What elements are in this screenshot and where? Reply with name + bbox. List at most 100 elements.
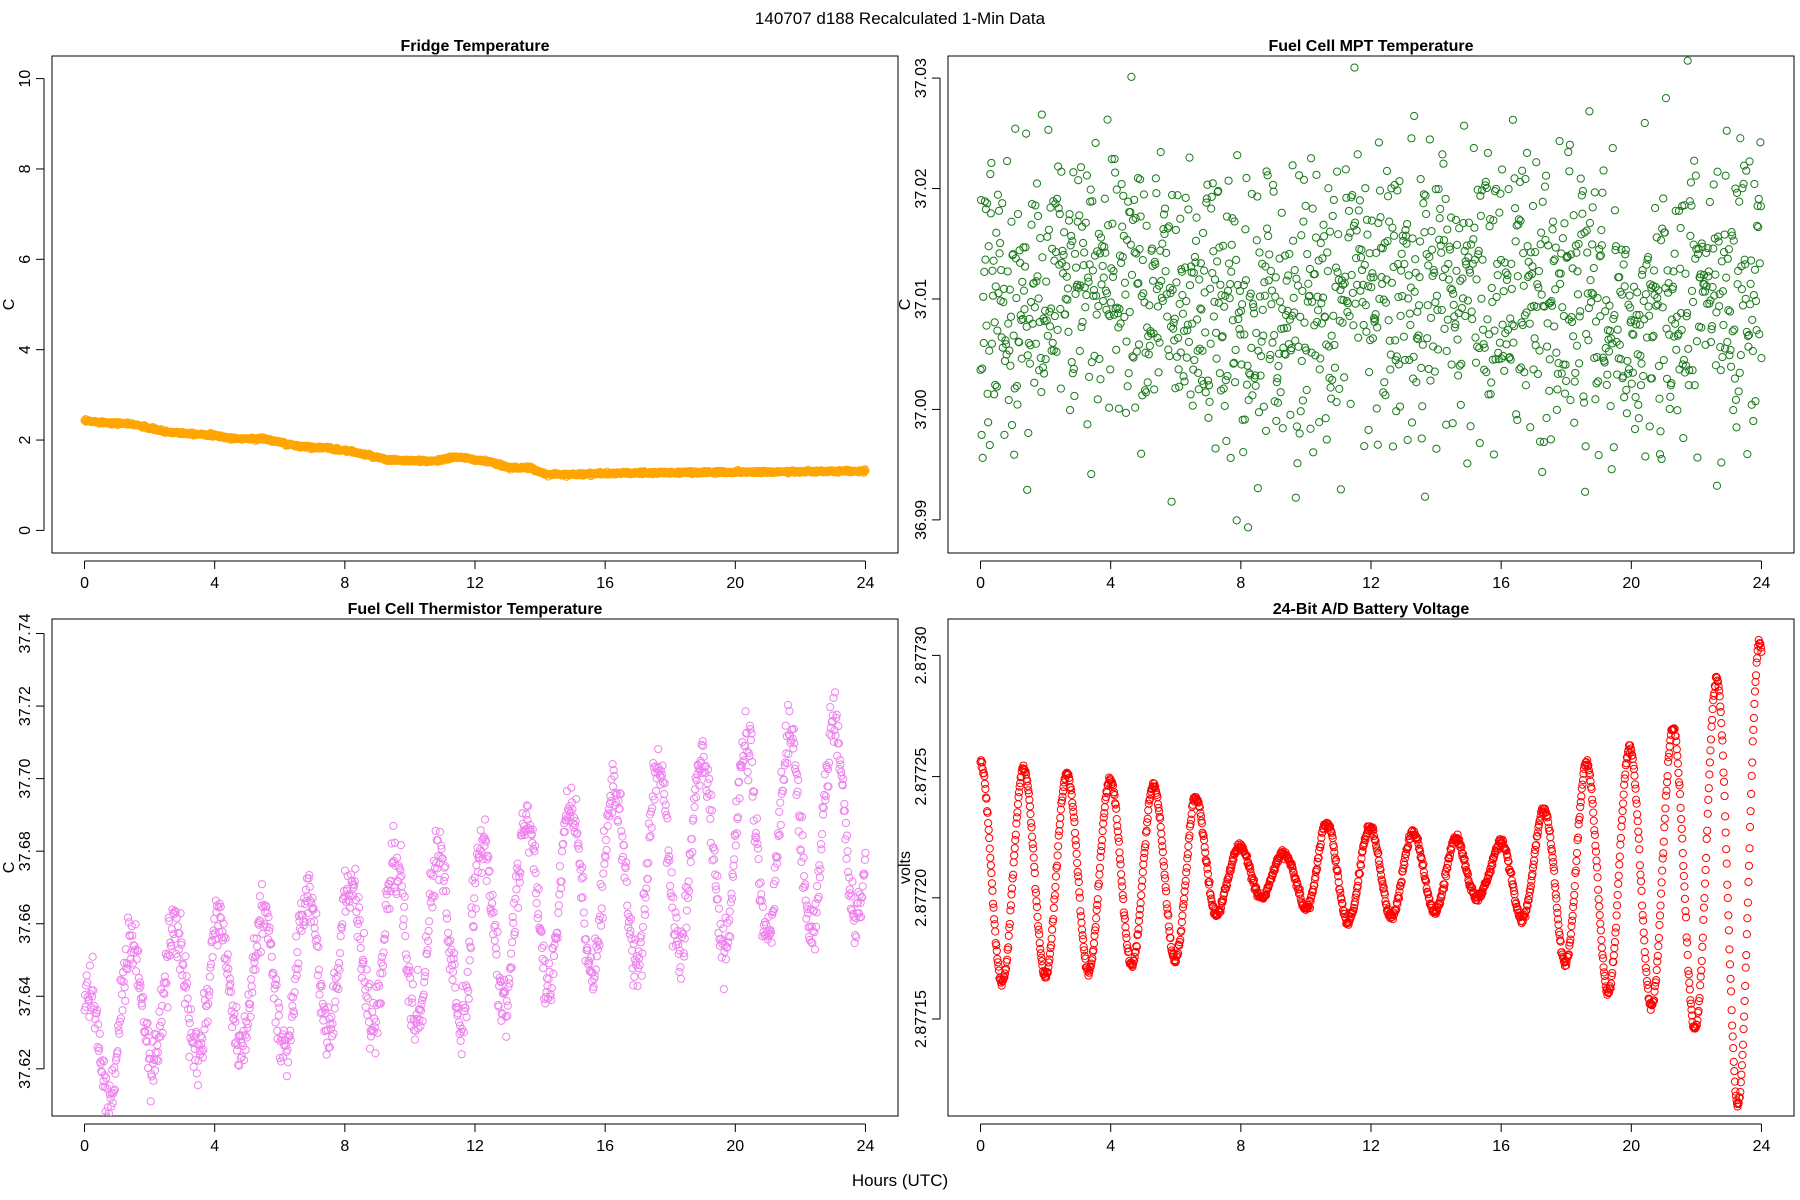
data-point <box>160 989 169 998</box>
data-point <box>221 934 230 943</box>
data-point <box>185 1019 194 1028</box>
data-point <box>721 955 731 964</box>
data-point <box>1032 902 1042 912</box>
data-point <box>1160 874 1170 883</box>
data-point <box>1183 854 1192 863</box>
y-tick-label: 6 <box>17 255 34 264</box>
data-point <box>1154 368 1163 377</box>
data-point <box>1076 281 1085 290</box>
data-point <box>1049 915 1058 924</box>
data-point <box>754 854 763 864</box>
data-point <box>1634 414 1643 423</box>
data-point <box>1703 243 1712 253</box>
data-point <box>1084 277 1093 286</box>
data-point <box>771 876 780 885</box>
data-point <box>172 949 181 958</box>
data-point <box>456 1036 465 1046</box>
data-point <box>371 1017 381 1026</box>
data-point <box>242 1033 251 1042</box>
data-point <box>727 894 737 903</box>
data-point <box>1365 249 1374 258</box>
x-tick-label: 4 <box>1106 1138 1115 1155</box>
data-point <box>1636 381 1646 390</box>
data-point <box>167 942 176 951</box>
data-point <box>1704 267 1713 276</box>
data-point <box>1292 422 1302 431</box>
data-point <box>262 902 271 911</box>
data-point <box>414 1024 423 1033</box>
data-point <box>1145 795 1154 804</box>
data-point <box>131 967 141 976</box>
data-point <box>1687 201 1696 210</box>
data-point <box>395 863 404 873</box>
data-point <box>1115 304 1124 313</box>
data-point <box>757 896 766 905</box>
data-point <box>1226 866 1235 875</box>
data-point <box>1153 333 1162 343</box>
data-point <box>1236 330 1245 339</box>
data-point <box>324 1003 333 1012</box>
data-point <box>95 1044 104 1053</box>
data-point <box>1362 327 1371 336</box>
data-point <box>1070 391 1079 401</box>
data-point <box>363 994 372 1003</box>
data-point <box>504 974 514 983</box>
data-point <box>1609 314 1618 324</box>
x-tick-label: 16 <box>596 575 614 592</box>
data-points-thermistor <box>80 688 870 1116</box>
data-point <box>1754 194 1763 204</box>
data-point <box>1743 331 1752 341</box>
data-point <box>111 1069 120 1078</box>
data-point <box>377 952 387 962</box>
data-point <box>1053 851 1062 860</box>
data-point <box>1466 422 1475 431</box>
data-point <box>381 930 390 939</box>
data-point <box>192 1069 201 1078</box>
data-point <box>515 878 524 887</box>
data-point <box>1440 324 1449 333</box>
data-point <box>408 980 417 989</box>
data-point <box>1634 400 1643 409</box>
data-point <box>1117 877 1126 886</box>
y-tick-label: 37.02 <box>913 168 930 208</box>
data-point <box>529 865 538 874</box>
data-point <box>371 1049 380 1058</box>
data-point <box>1155 338 1164 347</box>
data-point <box>1058 246 1067 255</box>
data-point <box>1159 210 1169 219</box>
data-point <box>1168 285 1177 295</box>
data-point <box>1393 186 1402 195</box>
data-point <box>495 981 504 991</box>
data-point <box>1538 197 1547 206</box>
data-point <box>1346 399 1355 409</box>
data-point <box>1226 453 1235 463</box>
data-point <box>1110 791 1119 800</box>
data-point <box>663 814 672 823</box>
data-point <box>503 1011 512 1021</box>
data-point <box>744 749 753 758</box>
y-tick-label: 36.99 <box>913 500 930 540</box>
data-point <box>991 927 1000 936</box>
data-point <box>1059 250 1068 260</box>
data-point <box>1103 221 1113 230</box>
data-point <box>591 965 600 974</box>
data-point <box>449 954 458 963</box>
data-point <box>1553 369 1563 378</box>
data-point <box>1576 174 1585 183</box>
data-point <box>699 752 708 761</box>
data-point <box>1620 393 1629 402</box>
data-point <box>1255 248 1264 257</box>
data-point <box>313 934 322 944</box>
data-point <box>1565 167 1574 176</box>
data-point <box>1306 154 1316 163</box>
data-point <box>1490 326 1499 335</box>
data-point <box>508 938 517 947</box>
data-point <box>1338 280 1348 289</box>
data-point <box>1216 907 1225 916</box>
data-point <box>170 934 179 944</box>
data-point <box>1007 217 1016 226</box>
data-point <box>505 979 514 988</box>
data-point <box>1630 424 1640 434</box>
data-point <box>1538 467 1547 477</box>
data-point <box>1246 289 1255 298</box>
